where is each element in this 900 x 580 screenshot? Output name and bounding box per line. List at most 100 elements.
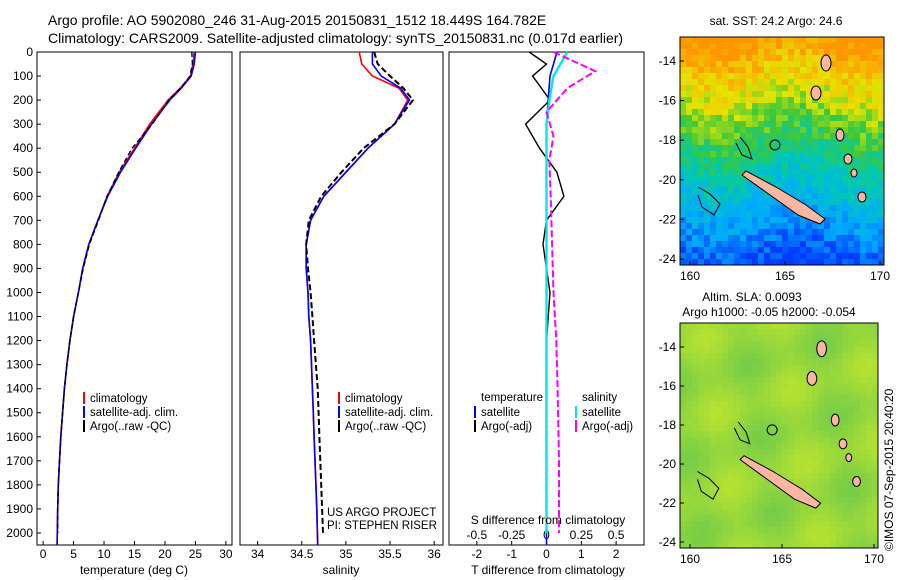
map-cell [872, 371, 879, 378]
map-cell [746, 365, 753, 372]
map-cell [854, 199, 861, 206]
map-cell [764, 455, 771, 462]
map-cell [848, 383, 855, 390]
map-cell [830, 85, 837, 92]
map-cell [686, 91, 693, 98]
map-cell [848, 211, 855, 218]
map-cell [824, 323, 831, 330]
map-cell [710, 539, 717, 546]
map-cell [734, 247, 741, 254]
map-cell [818, 509, 825, 516]
map-cell [770, 151, 777, 158]
map-cell [752, 217, 759, 224]
map-cell [722, 73, 729, 80]
map-cell [764, 461, 771, 468]
map-cell [728, 389, 735, 396]
map-cell [740, 247, 747, 254]
map-cell [848, 323, 855, 330]
map-cell [728, 205, 735, 212]
map-cell [752, 443, 759, 450]
map-cell [836, 329, 843, 336]
map-cell [824, 419, 831, 426]
map-cell [734, 259, 741, 266]
map-cell [734, 407, 741, 414]
map-cell [788, 431, 795, 438]
map-cell [872, 521, 879, 528]
map-cell [764, 85, 771, 92]
map-cell [734, 151, 741, 158]
map-cell [686, 449, 693, 456]
map-cell [722, 127, 729, 134]
map-cell [800, 347, 807, 354]
map-cell [770, 103, 777, 110]
map-cell [734, 377, 741, 384]
map-cell [800, 247, 807, 254]
map-cell [836, 115, 843, 122]
reef-outline [697, 471, 720, 500]
map-cell [704, 545, 711, 549]
map-cell [854, 73, 861, 80]
map-cell [680, 193, 687, 200]
map-cell [812, 323, 819, 330]
map-cell [800, 37, 807, 44]
map-cell [692, 73, 699, 80]
x-tick-label: 34 [251, 547, 265, 561]
difference-panel: -2 -1 0 1 2-0.5 -0.25 0 0.25 0.5 S difference fr… [448, 51, 645, 577]
map-cell [734, 323, 741, 330]
map-cell [878, 199, 885, 206]
map-cell [710, 527, 717, 534]
map-cell [728, 259, 735, 266]
map-cell [830, 497, 837, 504]
map-cell [872, 259, 879, 266]
map-cell [704, 199, 711, 206]
map-cell [710, 497, 717, 504]
map-cell [830, 455, 837, 462]
map-cell [788, 497, 795, 504]
map-cell [878, 121, 885, 128]
map-cell [758, 175, 765, 182]
map-cell [794, 223, 801, 230]
map-cell [764, 365, 771, 372]
map-cell [722, 145, 729, 152]
map-cell [692, 437, 699, 444]
map-cell [686, 253, 693, 260]
map-cell [734, 425, 741, 432]
map-cell [728, 359, 735, 366]
map-cell [842, 515, 849, 522]
map-cell [752, 61, 759, 68]
map-cell [788, 359, 795, 366]
map-cell [686, 353, 693, 360]
map-cell [860, 443, 867, 450]
map-cell [716, 229, 723, 236]
map-cell [842, 259, 849, 266]
map-cell [836, 449, 843, 456]
map-cell [836, 413, 843, 420]
map-cell [716, 395, 723, 402]
map-cell [764, 205, 771, 212]
map-cell [686, 127, 693, 134]
map-cell [746, 401, 753, 408]
map-cell [818, 377, 825, 384]
map-cell [818, 371, 825, 378]
map-cell [866, 157, 873, 164]
map-cell [788, 365, 795, 372]
map-cell [752, 73, 759, 80]
map-cell [800, 389, 807, 396]
map-cell [740, 485, 747, 492]
map-cell [794, 187, 801, 194]
map-cell [788, 461, 795, 468]
map-cell [818, 55, 825, 62]
map-cell [878, 43, 885, 50]
map-cell [878, 79, 885, 86]
map-cell [830, 103, 837, 110]
map-cell [698, 491, 705, 498]
map-cell [788, 163, 795, 170]
map-cell [854, 407, 861, 414]
series-line-argo-raw-qc- [57, 51, 194, 533]
map-cell [842, 139, 849, 146]
map-cell [854, 545, 861, 549]
map-cell [794, 181, 801, 188]
map-cell [842, 79, 849, 86]
map-cell [782, 127, 789, 134]
map-cell [686, 187, 693, 194]
